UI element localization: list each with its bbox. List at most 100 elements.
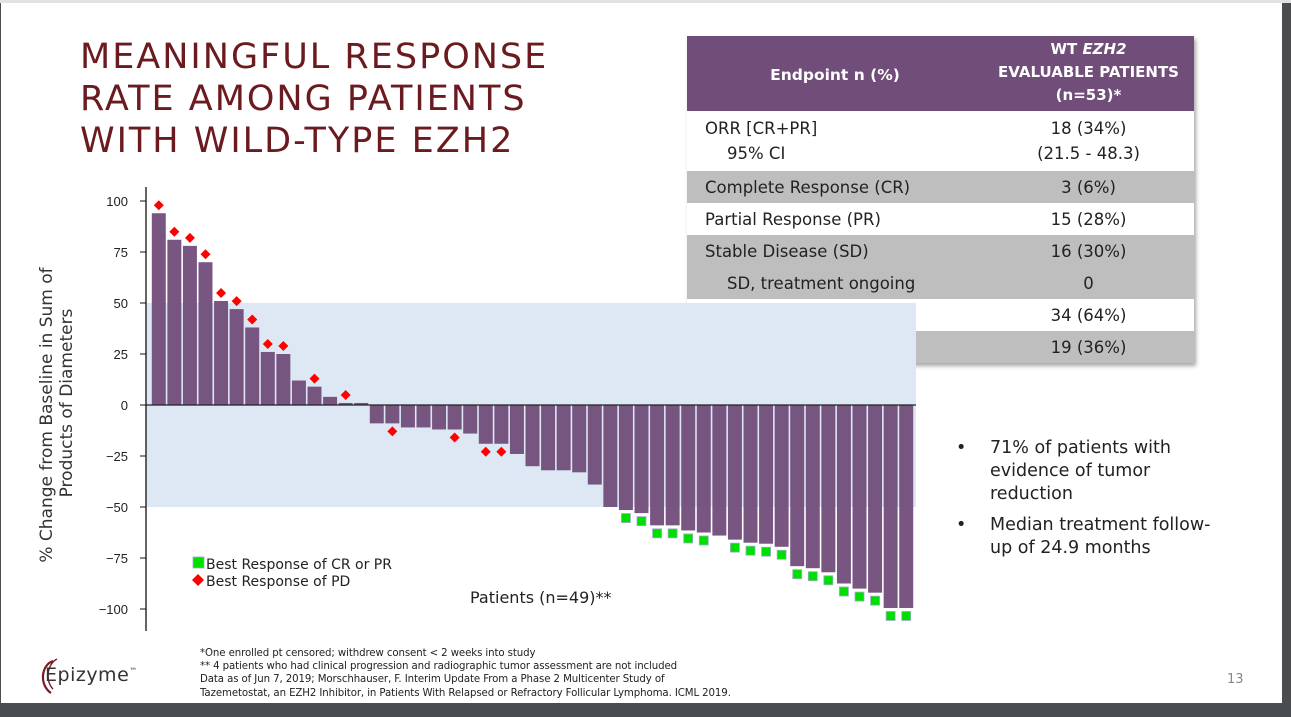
bar [805,405,820,569]
row-label: ORR [CR+PR] [705,119,818,138]
cr-pr-marker [761,546,771,557]
bar [338,402,353,405]
y-tick-label: 50 [114,296,128,311]
bar [478,405,493,444]
pd-marker [309,373,320,384]
bar [634,405,649,514]
y-tick-label: −50 [106,500,128,515]
bar [650,405,665,526]
bullet-text: 71% of patients with evidence of tumor r… [990,438,1171,504]
table-row: ORR [CR+PR] 95% CI 18 (34%) (21.5 - 48.3… [687,111,1194,171]
pd-marker [200,249,211,260]
bar [167,239,182,405]
footnotes: *One enrolled pt censored; withdrew cons… [200,647,731,700]
header-line3: (n=53)* [1055,86,1122,104]
bar [229,309,244,405]
bar [509,405,524,454]
bar [245,327,260,405]
row-label: Stable Disease (SD) [705,241,869,261]
y-tick-label: −100 [99,602,128,617]
pd-marker [216,287,227,298]
cr-pr-marker [885,611,896,621]
cr-pr-marker [901,611,912,621]
bullet-item: • Median treatment follow-up of 24.9 mon… [951,514,1251,560]
bar [214,300,229,405]
row-value: 16 (30%) [1050,241,1127,261]
pd-marker [184,232,195,243]
y-tick-label: 100 [106,194,128,209]
table-row: Complete Response (CR) 3 (6%) [687,171,1194,203]
cr-pr-marker [776,549,787,560]
bar [291,380,306,405]
bullet-item: • 71% of patients with evidence of tumor… [951,437,1251,506]
pd-marker [278,341,289,351]
title-line: MEANINGFUL RESPONSE [80,37,549,77]
cr-pr-marker [636,516,647,527]
waterfall-chart: 100 75 50 25 0 −25 −50 −75 −100 % Change from Ba… [37,187,916,631]
epizyme-logo: Epizyme™ [45,664,138,686]
row-label: Complete Response (CR) [705,177,911,197]
row-label: Partial Response (PR) [705,209,881,229]
row-value: 34 (64%) [1050,305,1127,325]
y-tick-label: −75 [106,551,128,566]
bar [151,213,166,405]
x-axis-title: Patients (n=49)** [470,588,612,607]
cr-pr-marker [870,595,880,606]
bar [899,405,914,608]
bar [883,405,898,608]
y-axis-title-line2: Products of Diameters [57,308,77,497]
bar [852,405,867,589]
bar [790,405,805,567]
table-header: Endpoint n (%) WT EZH2 EVALUABLE PATIENT… [687,36,1194,111]
bar [665,405,680,526]
bar [276,354,291,405]
pd-marker [449,432,460,443]
bar [307,386,322,405]
bar [354,402,369,405]
epizyme-logo-mark-icon [41,658,58,694]
y-tick-label: −25 [106,449,128,464]
bar [774,405,789,547]
cr-pr-marker [823,575,834,586]
pd-marker [496,446,507,457]
slide-title: MEANINGFUL RESPONSE RATE AMONG PATIENTS … [80,36,640,162]
y-axis-title-line1: % Change from Baseline in Sum of [37,266,57,562]
table-row: Partial Response (PR) 15 (28%) [687,203,1194,235]
bar [681,405,696,531]
header-wt-ezh2: WT EZH2 EVALUABLE PATIENTS (n=53)* [983,36,1194,111]
bar [369,405,384,424]
row-value: 15 (28%) [1050,209,1127,229]
cr-pr-marker [730,542,740,553]
cr-pr-marker [667,528,678,539]
table-row: SD, treatment ongoing 0 [687,267,1194,299]
bar [198,262,213,405]
bullet-text: Median treatment follow-up of 24.9 month… [990,515,1211,558]
logo-text: Epizyme [45,664,130,686]
slide: MEANINGFUL RESPONSE RATE AMONG PATIENTS … [1,3,1282,703]
bullet-dot-icon: • [956,515,967,535]
bar [743,405,758,543]
bar [587,405,602,485]
cr-pr-marker [698,535,709,546]
row-value: 0 [1083,273,1094,293]
bar [727,405,742,540]
legend-cr-pr-square-icon [192,556,205,569]
cr-pr-marker [854,591,865,602]
cr-pr-marker [792,569,803,580]
bar [572,405,587,473]
table-row: Stable Disease (SD) 16 (30%) [687,235,1194,267]
footnote: Data as of Jun 7, 2019; Morschhauser, F.… [200,674,665,686]
legend-pd-label: Best Response of PD [206,574,350,590]
bar [525,405,540,467]
row-label: SD, treatment ongoing [727,273,916,293]
page-number: 13 [1227,672,1244,687]
cr-pr-marker [839,586,849,597]
row-value: 3 (6%) [1061,177,1116,197]
pd-marker [387,426,398,437]
footnote: ** 4 patients who had clinical progressi… [200,661,678,673]
cr-pr-marker [652,528,662,539]
bullet-list: • 71% of patients with evidence of tumor… [951,437,1251,568]
bar [836,405,851,584]
pd-marker [340,389,351,400]
bar [447,405,462,430]
